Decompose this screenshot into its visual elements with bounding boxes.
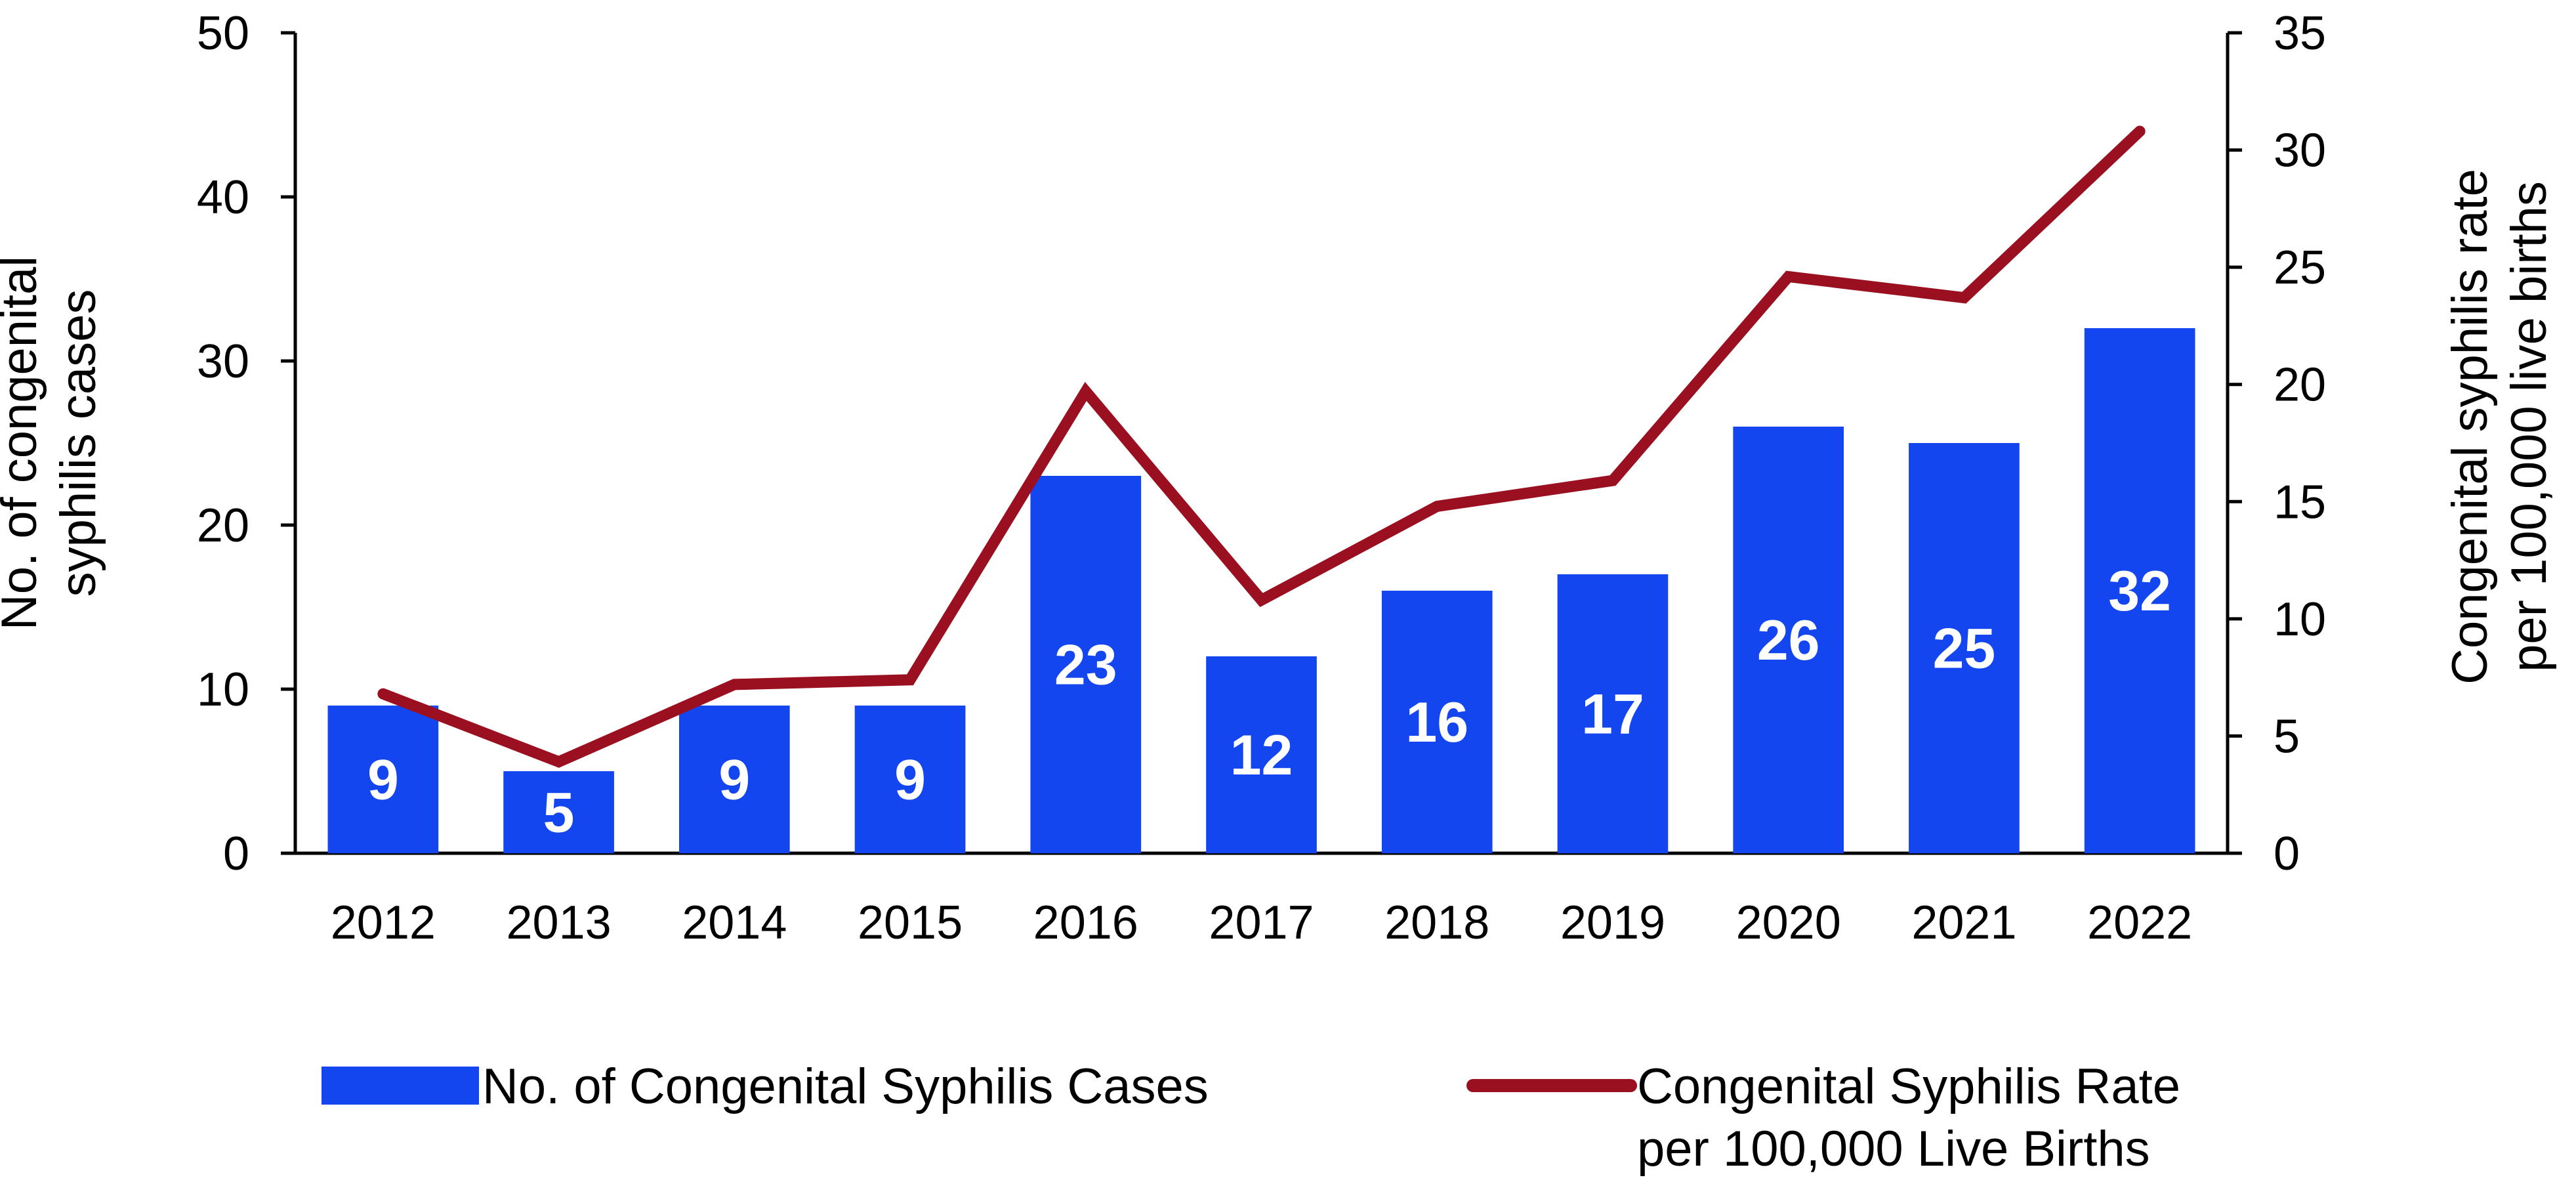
right-y-tick-label: 20 <box>2274 359 2326 412</box>
bar-series: 9 5 9 9 23 12 16 17 26 25 32 <box>327 328 2195 853</box>
bar-value-label-2012: 9 <box>367 749 399 812</box>
bar-2014 <box>678 706 790 853</box>
right-axis-title-line-2: per 100,000 live births <box>2501 181 2557 672</box>
left-axis-title-line-1: No. of congenital <box>0 256 47 630</box>
x-tick-label-2021: 2021 <box>1911 897 2016 949</box>
left-y-tick-label: 0 <box>223 828 249 880</box>
right-y-tick-label: 10 <box>2274 593 2326 646</box>
bar-value-label-2013: 5 <box>543 782 575 845</box>
x-tick-label-2014: 2014 <box>682 897 787 949</box>
left-y-tick-label: 40 <box>197 171 249 224</box>
x-tick-label-2017: 2017 <box>1209 897 1314 949</box>
bar-2013 <box>503 771 614 853</box>
left-y-tick-label: 50 <box>197 7 249 60</box>
right-y-tick-label: 5 <box>2274 710 2300 763</box>
left-y-tick-label: 10 <box>197 664 249 716</box>
x-tick-label-2022: 2022 <box>2087 897 2192 949</box>
bar-2019 <box>1557 574 1669 853</box>
right-y-axis-ticks: 0 5 10 15 20 25 30 35 <box>2228 7 2326 880</box>
legend-line-label-line-2: per 100,000 Live Births <box>1637 1121 2150 1177</box>
bar-value-label-2021: 25 <box>1933 618 1996 681</box>
x-axis-tick-labels: 2012 2013 2014 2015 2016 2017 2018 2019 2020 2021… <box>331 897 2192 949</box>
legend-bar-swatch <box>322 1067 479 1105</box>
right-y-tick-label: 15 <box>2274 476 2326 528</box>
bar-2021 <box>1909 443 2020 853</box>
legend-line-label-line-1: Congenital Syphilis Rate <box>1637 1059 2180 1114</box>
left-y-tick-label: 20 <box>197 499 249 552</box>
right-y-tick-label: 30 <box>2274 125 2326 177</box>
left-axis-title: No. of congenital syphilis cases <box>0 256 106 630</box>
right-y-tick-label: 25 <box>2274 242 2326 294</box>
left-y-tick-label: 30 <box>197 335 249 388</box>
left-y-axis-ticks: 0 10 20 30 40 50 <box>197 7 295 880</box>
right-axis-title-line-1: Congenital syphilis rate <box>2442 169 2498 685</box>
bar-2012 <box>327 706 439 853</box>
rate-line <box>377 125 2146 768</box>
bar-value-label-2020: 26 <box>1757 609 1820 672</box>
x-tick-label-2013: 2013 <box>507 897 612 949</box>
bar-2016 <box>1030 476 1142 853</box>
bar-value-label-2014: 9 <box>718 749 750 812</box>
bar-2018 <box>1381 591 1493 853</box>
bar-2022 <box>2084 328 2195 853</box>
line-series <box>377 125 2146 768</box>
bar-value-label-2022: 32 <box>2108 560 2171 623</box>
x-tick-label-2015: 2015 <box>858 897 963 949</box>
right-y-tick-label: 0 <box>2274 828 2300 880</box>
right-axis-title: Congenital syphilis rate per 100,000 liv… <box>2442 169 2557 685</box>
bar-2017 <box>1206 656 1317 853</box>
right-y-tick-label: 35 <box>2274 7 2326 60</box>
legend-bar-label: No. of Congenital Syphilis Cases <box>482 1059 1209 1114</box>
bar-value-label-2016: 23 <box>1054 634 1117 697</box>
bar-value-label-2018: 16 <box>1405 691 1468 754</box>
x-tick-label-2018: 2018 <box>1384 897 1489 949</box>
bar-2020 <box>1733 427 1844 853</box>
x-tick-label-2012: 2012 <box>331 897 436 949</box>
x-tick-label-2016: 2016 <box>1033 897 1138 949</box>
legend: No. of Congenital Syphilis Cases Congeni… <box>322 1059 2180 1177</box>
bar-value-label-2019: 17 <box>1581 683 1644 746</box>
bar-value-label-2017: 12 <box>1230 724 1293 787</box>
x-tick-label-2020: 2020 <box>1736 897 1841 949</box>
left-axis-title-line-2: syphilis cases <box>51 289 106 597</box>
x-tick-label-2019: 2019 <box>1560 897 1665 949</box>
bar-2015 <box>854 706 966 853</box>
bar-value-label-2015: 9 <box>894 749 926 812</box>
